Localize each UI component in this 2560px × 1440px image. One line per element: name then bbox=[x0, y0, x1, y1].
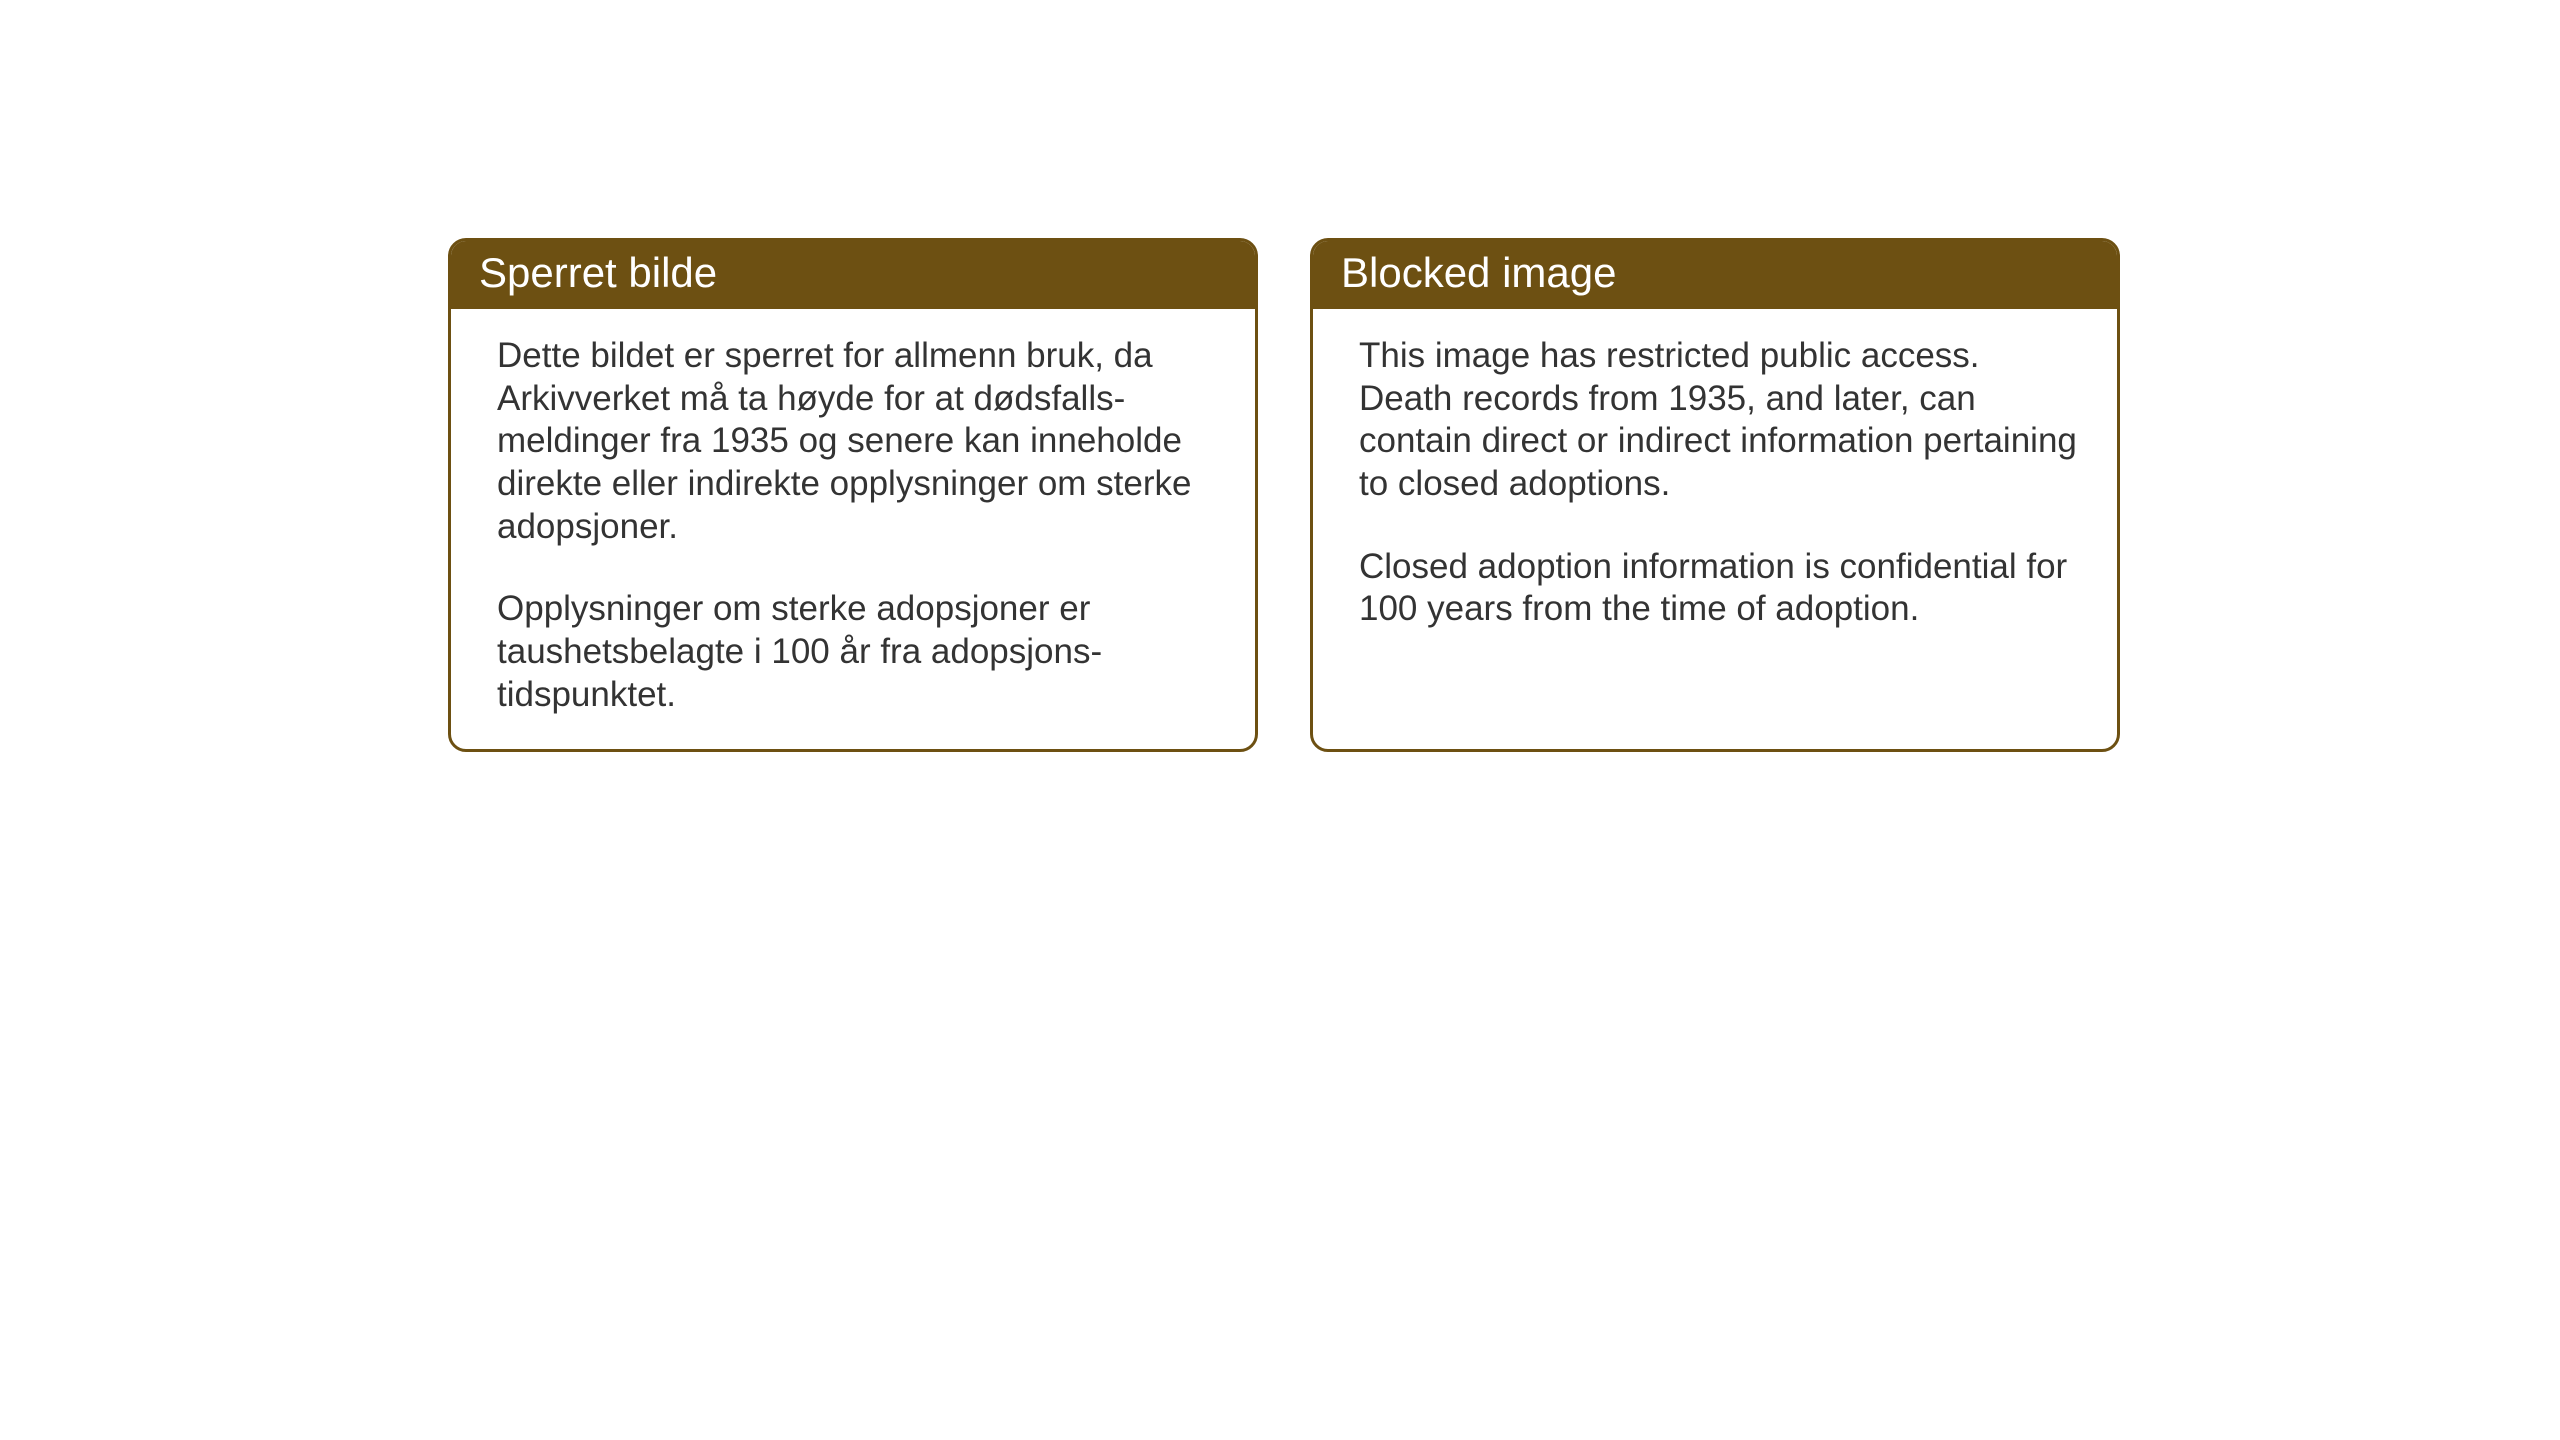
notice-container: Sperret bilde Dette bildet er sperret fo… bbox=[448, 238, 2120, 752]
notice-paragraph: This image has restricted public access.… bbox=[1359, 335, 2077, 506]
notice-paragraph: Dette bildet er sperret for allmenn bruk… bbox=[497, 335, 1215, 548]
card-body-english: This image has restricted public access.… bbox=[1313, 309, 2117, 749]
notice-card-norwegian: Sperret bilde Dette bildet er sperret fo… bbox=[448, 238, 1258, 752]
notice-card-english: Blocked image This image has restricted … bbox=[1310, 238, 2120, 752]
notice-paragraph: Closed adoption information is confident… bbox=[1359, 546, 2077, 631]
card-body-norwegian: Dette bildet er sperret for allmenn bruk… bbox=[451, 309, 1255, 749]
card-header-english: Blocked image bbox=[1313, 241, 2117, 309]
card-header-norwegian: Sperret bilde bbox=[451, 241, 1255, 309]
notice-paragraph: Opplysninger om sterke adopsjoner er tau… bbox=[497, 588, 1215, 716]
